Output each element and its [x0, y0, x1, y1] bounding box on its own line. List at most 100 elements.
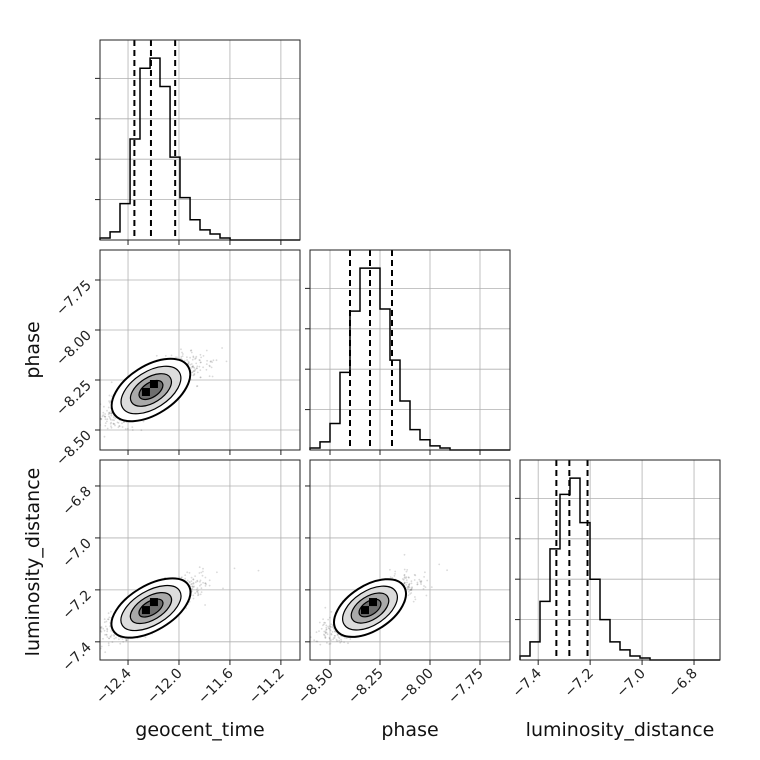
sample-point — [107, 406, 110, 409]
sample-point — [110, 630, 112, 632]
sample-point — [96, 418, 98, 420]
sample-point — [109, 635, 112, 638]
sample-point — [90, 643, 92, 645]
density-peak — [141, 606, 150, 615]
sample-point — [191, 358, 194, 361]
sample-point — [192, 597, 195, 600]
scatter-panel-geocent-time-phase — [69, 249, 301, 455]
sample-point — [189, 363, 192, 366]
sample-point — [188, 572, 191, 574]
sample-point — [222, 587, 224, 590]
histogram-panel-luminosity-distance — [515, 459, 721, 665]
sample-point — [180, 356, 183, 358]
sample-point — [187, 360, 190, 363]
sample-point — [187, 362, 190, 365]
sample-point — [196, 588, 198, 591]
sample-point — [196, 385, 198, 388]
sample-point — [118, 425, 121, 427]
sample-point — [233, 567, 236, 570]
sample-point — [110, 414, 113, 417]
sample-point — [102, 414, 105, 417]
sample-point — [181, 355, 184, 357]
sample-point — [209, 365, 211, 368]
sample-point — [95, 405, 97, 407]
sample-point — [188, 581, 191, 584]
sample-point — [118, 638, 120, 641]
sample-point — [122, 421, 125, 423]
sample-point — [196, 587, 199, 589]
sample-point — [87, 420, 89, 422]
sample-point — [186, 356, 188, 359]
sample-point — [199, 369, 202, 372]
sample-point — [94, 424, 96, 426]
sample-point — [111, 395, 113, 398]
sample-point — [109, 417, 112, 420]
sample-point — [194, 575, 197, 577]
sample-point — [196, 367, 198, 369]
sample-point — [192, 356, 195, 359]
density-peak — [141, 388, 150, 396]
sample-point — [107, 612, 110, 615]
sample-point — [186, 359, 189, 361]
sample-point — [191, 587, 194, 590]
sample-point — [192, 374, 195, 377]
sample-point — [110, 381, 113, 384]
sample-point — [83, 412, 85, 414]
sample-point — [107, 618, 109, 621]
sample-point — [108, 401, 111, 404]
sample-point — [104, 415, 106, 418]
sample-point — [206, 359, 209, 362]
sample-point — [200, 361, 202, 364]
sample-point — [210, 360, 212, 363]
sample-point — [182, 353, 184, 355]
sample-point — [94, 414, 96, 416]
sample-point — [196, 385, 199, 387]
sample-point — [106, 636, 109, 638]
sample-point — [103, 618, 106, 620]
sample-point — [192, 365, 195, 368]
sample-point — [116, 421, 119, 424]
sample-point — [155, 354, 158, 357]
sample-point — [196, 591, 199, 593]
sample-point — [212, 359, 215, 362]
sample-point — [184, 574, 187, 577]
sample-point — [103, 435, 106, 438]
histogram-geocent-time — [99, 57, 300, 241]
sample-point — [200, 583, 203, 586]
sample-point — [113, 423, 116, 425]
sample-point — [189, 356, 192, 359]
panel-frame — [519, 459, 721, 661]
panel-frame — [99, 459, 301, 661]
sample-point — [208, 579, 211, 582]
sample-point — [69, 418, 71, 420]
sample-point — [106, 427, 109, 430]
sample-point — [205, 583, 208, 586]
sample-point — [108, 394, 111, 397]
sample-point — [93, 429, 95, 431]
sample-point — [200, 356, 203, 359]
sample-point — [86, 420, 88, 422]
density-peak — [149, 380, 158, 388]
sample-point — [180, 348, 182, 351]
sample-point — [195, 367, 198, 370]
sample-point — [192, 370, 195, 372]
sample-point — [193, 373, 196, 376]
sample-point — [198, 365, 201, 368]
sample-point — [109, 625, 111, 628]
sample-point — [195, 362, 198, 365]
sample-point — [92, 635, 94, 637]
sample-point — [192, 578, 195, 581]
sample-point — [208, 375, 211, 378]
histogram-luminosity-distance — [519, 477, 720, 661]
sample-point — [100, 626, 103, 629]
sample-point — [199, 359, 201, 362]
sample-point — [200, 591, 203, 593]
sample-point — [174, 356, 177, 359]
sample-point — [103, 415, 106, 418]
sample-point — [117, 426, 120, 429]
sample-point — [191, 365, 194, 368]
sample-point — [105, 620, 108, 623]
sample-point — [109, 636, 112, 638]
sample-point — [104, 625, 107, 628]
sample-point — [186, 571, 189, 574]
